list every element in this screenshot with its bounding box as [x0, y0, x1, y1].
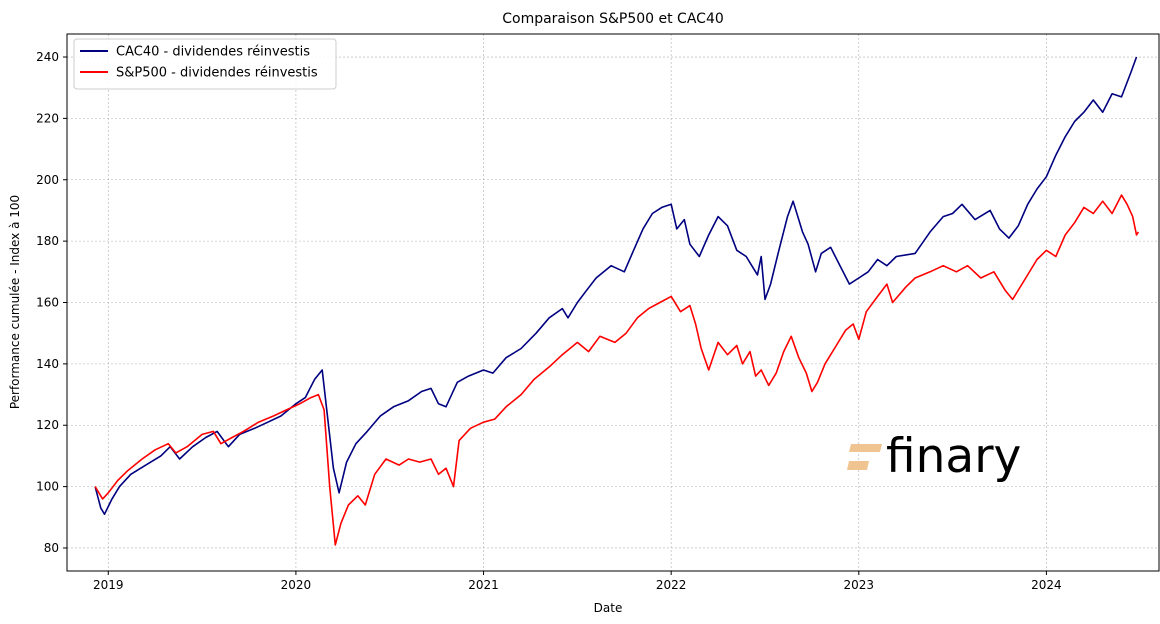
series-line-sp500 — [94, 194, 1140, 546]
x-tick-label: 2024 — [1031, 578, 1062, 592]
y-axis-label: Performance cumulée - Index à 100 — [8, 195, 22, 409]
x-axis-label: Date — [594, 601, 623, 615]
x-tick-label: 2019 — [93, 578, 124, 592]
x-axis: 2019 2020 2021 2022 2023 2024 — [93, 571, 1062, 592]
series-lines — [94, 56, 1140, 546]
x-tick-label: 2023 — [844, 578, 875, 592]
finary-logo-icon — [847, 444, 882, 470]
y-tick-label: 200 — [36, 173, 59, 187]
finary-watermark: finary — [847, 429, 1021, 484]
legend-label-cac40: CAC40 - dividendes réinvestis — [116, 45, 310, 60]
y-tick-label: 80 — [44, 541, 59, 555]
legend: CAC40 - dividendes réinvestis S&P500 - d… — [73, 38, 337, 90]
x-tick-label: 2020 — [281, 578, 312, 592]
watermark-text: finary — [886, 429, 1021, 484]
y-tick-label: 100 — [36, 480, 59, 494]
x-tick-label: 2022 — [656, 578, 687, 592]
x-tick-label: 2021 — [468, 578, 499, 592]
y-axis: 80 100 120 140 160 180 200 220 240 — [36, 50, 67, 555]
y-tick-label: 160 — [36, 296, 59, 310]
y-tick-label: 140 — [36, 357, 59, 371]
y-tick-label: 180 — [36, 234, 59, 248]
y-tick-label: 240 — [36, 50, 59, 64]
legend-box — [73, 38, 337, 90]
grid — [67, 34, 1159, 571]
chart-title: Comparaison S&P500 et CAC40 — [502, 11, 724, 27]
y-tick-label: 220 — [36, 111, 59, 125]
legend-label-sp500: S&P500 - dividendes réinvestis — [116, 66, 318, 81]
y-tick-label: 120 — [36, 418, 59, 432]
